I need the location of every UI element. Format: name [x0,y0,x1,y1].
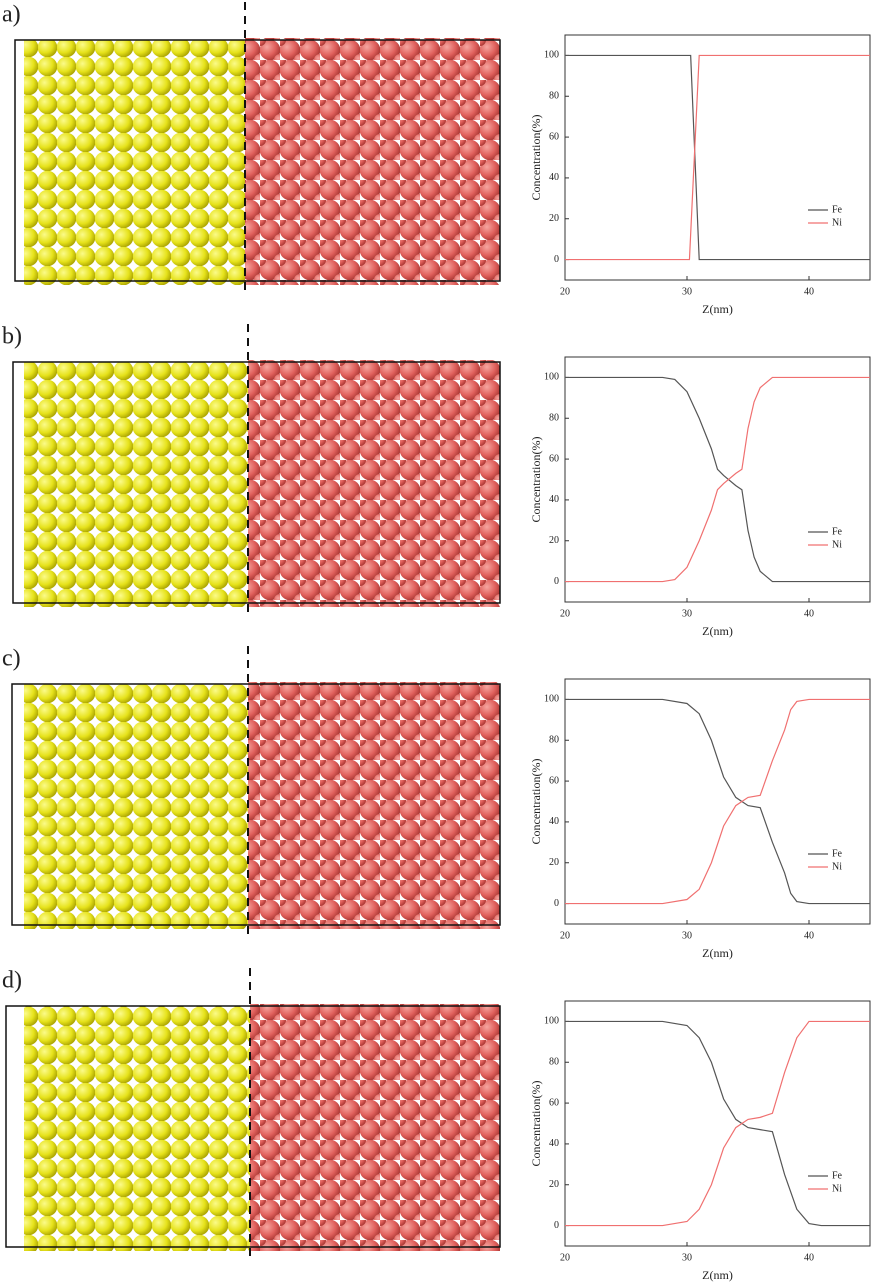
y-tick-label: 100 [544,50,559,61]
y-tick-label: 100 [544,372,559,383]
x-tick-label: 40 [804,1252,814,1263]
y-axis-label: Concentration(%) [529,1081,543,1167]
data-line [565,1021,870,1225]
x-tick-label: 30 [682,286,692,297]
y-axis-label: Concentration(%) [529,437,543,523]
y-tick-label: 20 [549,213,559,224]
y-tick-label: 20 [549,1179,559,1190]
x-axis-label: Z(nm) [702,946,733,960]
panel-label: a) [2,2,21,28]
iron-atoms [24,362,248,607]
legend-label: Fe [832,848,843,859]
y-tick-label: 40 [549,816,559,827]
iron-atoms [24,684,248,929]
y-tick-label: 0 [554,1220,559,1231]
legend-label: Ni [832,217,842,228]
nickel-atoms [248,682,500,929]
x-axis-label: Z(nm) [702,1268,733,1282]
y-tick-label: 100 [544,1016,559,1027]
plot-frame [565,1001,870,1246]
y-tick-label: 40 [549,1138,559,1149]
data-line [565,699,870,903]
y-axis-label: Concentration(%) [529,759,543,845]
panel: a) 0 20 40 60 80 100 20 30 40 Z(nm) Concentration(%… [2,2,870,316]
data-line [565,699,870,903]
x-tick-label: 20 [560,1252,570,1263]
legend-label: Ni [832,1183,842,1194]
y-tick-label: 80 [549,413,559,424]
data-line [565,1021,870,1225]
legend-label: Fe [832,526,843,537]
nickel-atoms [248,360,500,607]
x-tick-label: 20 [560,608,570,619]
data-line [565,377,870,581]
y-tick-label: 0 [554,254,559,265]
y-tick-label: 60 [549,453,559,464]
panel: c) 0 20 40 60 80 100 20 30 40 Z(nm) Concentration(%… [2,646,870,960]
x-tick-label: 20 [560,286,570,297]
legend-label: Ni [832,861,842,872]
x-tick-label: 40 [804,930,814,941]
y-tick-label: 0 [554,576,559,587]
panel: b) 0 20 40 60 80 100 20 30 40 Z(nm) Concentration(%… [2,324,870,638]
panel-label: d) [2,968,22,994]
page: a) 0 20 40 60 80 100 20 30 40 Z(nm) Concentration(%… [0,0,874,1282]
y-axis-label: Concentration(%) [529,115,543,201]
y-tick-label: 60 [549,131,559,142]
nickel-atoms [245,38,500,285]
data-line [565,377,870,581]
y-tick-label: 60 [549,775,559,786]
iron-atoms [24,40,245,285]
plot-frame [565,679,870,924]
plot-frame [565,35,870,280]
x-tick-label: 30 [682,930,692,941]
y-tick-label: 80 [549,1057,559,1068]
y-tick-label: 20 [549,857,559,868]
legend-label: Ni [832,539,842,550]
y-tick-label: 20 [549,535,559,546]
x-tick-label: 30 [682,1252,692,1263]
x-tick-label: 30 [682,608,692,619]
x-axis-label: Z(nm) [702,302,733,316]
panel: d) 0 20 40 60 80 100 20 30 40 Z(nm) Concentration(%… [2,968,870,1282]
panel-label: b) [2,324,22,350]
x-tick-label: 40 [804,608,814,619]
nickel-atoms [250,1004,500,1251]
y-tick-label: 60 [549,1097,559,1108]
plot-frame [565,357,870,602]
y-tick-label: 100 [544,694,559,705]
legend-label: Fe [832,204,843,215]
x-tick-label: 40 [804,286,814,297]
y-tick-label: 80 [549,91,559,102]
data-line [565,55,870,259]
data-line [565,55,870,259]
panel-label: c) [2,646,21,672]
figure: a) 0 20 40 60 80 100 20 30 40 Z(nm) Concentration(%… [0,0,874,1282]
y-tick-label: 40 [549,494,559,505]
iron-atoms [24,1006,250,1251]
y-tick-label: 40 [549,172,559,183]
y-tick-label: 80 [549,735,559,746]
x-tick-label: 20 [560,930,570,941]
legend-label: Fe [832,1170,843,1181]
y-tick-label: 0 [554,898,559,909]
x-axis-label: Z(nm) [702,624,733,638]
